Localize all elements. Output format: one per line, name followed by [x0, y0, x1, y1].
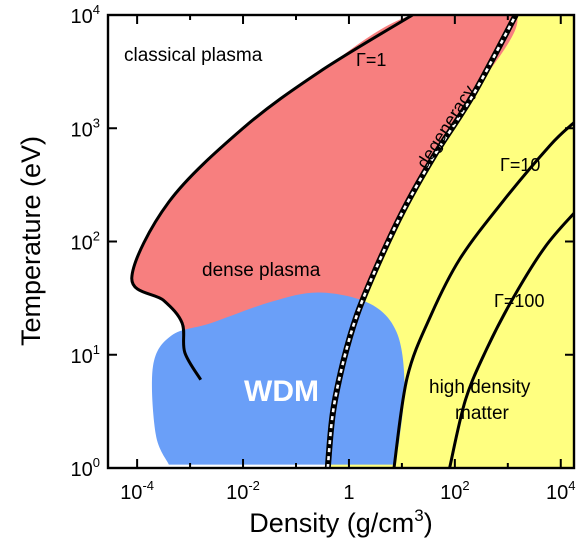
x-tick-label: 104 [546, 478, 575, 504]
tick-marks [108, 14, 574, 469]
curve-label-gamma-100: Γ=100 [494, 291, 544, 311]
dense-plasma-region [131, 15, 518, 380]
x-tick-label: 102 [440, 478, 469, 504]
y-tick-label: 104 [71, 2, 100, 28]
wdm-region [151, 292, 405, 465]
region-label-high-density-line2: matter [455, 403, 510, 424]
y-axis-label: Temperature (eV) [16, 136, 46, 346]
curve-label-gamma-10: Γ=10 [500, 155, 540, 175]
x-tick-label: 1 [343, 482, 354, 504]
y-tick-labels: 100 101 102 103 104 [71, 2, 100, 481]
plot-area [130, 15, 574, 468]
x-tick-label: 10-2 [226, 478, 260, 504]
gamma-100-curve [448, 212, 574, 468]
y-tick-label: 103 [71, 115, 100, 141]
y-tick-label: 101 [71, 342, 100, 368]
y-tick-label: 100 [71, 455, 100, 481]
region-label-high-density-line1: high density [429, 377, 531, 398]
x-tick-labels: 10-4 10-2 1 102 104 [120, 478, 575, 504]
region-label-dense-plasma: dense plasma [202, 260, 321, 281]
y-tick-label: 102 [71, 229, 100, 255]
x-tick-label: 10-4 [120, 478, 154, 504]
curve-label-gamma-1: Γ=1 [356, 50, 386, 70]
x-axis-label: Density (g/cm3) [249, 506, 433, 538]
gamma-1-curve [130, 15, 414, 381]
region-label-classical-plasma: classical plasma [124, 45, 263, 66]
degeneracy-curve-outline [324, 15, 519, 468]
region-label-wdm: WDM [244, 375, 319, 408]
gamma-10-curve [392, 121, 574, 468]
